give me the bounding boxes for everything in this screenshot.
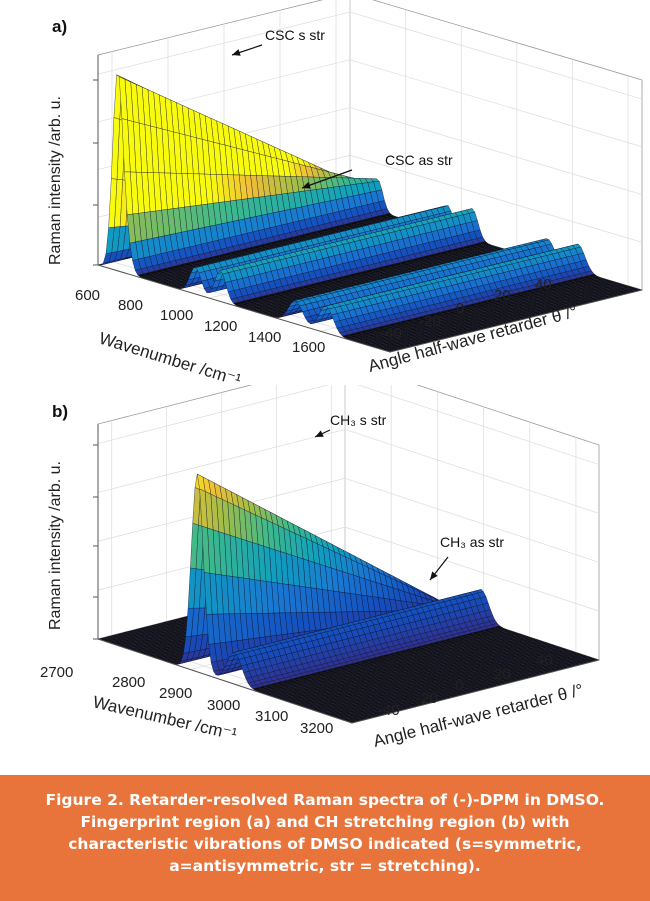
x-tick-label: 1400 xyxy=(248,329,281,346)
grid-line-z-back xyxy=(349,59,643,148)
panel-a: 600 800 1000 1200 1400 1600 -40 -20 0 20 40 Wavenum… xyxy=(0,0,650,385)
panel-label: a) xyxy=(52,17,67,36)
grid-line-z xyxy=(97,11,351,75)
y-tick-label: 20 xyxy=(494,287,511,304)
x-tick-label: 1200 xyxy=(204,318,237,335)
surface xyxy=(97,74,643,353)
y-tick-label: -40 xyxy=(380,325,402,342)
y-tick-label: 40 xyxy=(535,276,552,293)
y-tick-label: -20 xyxy=(419,313,441,330)
z-axis-label: Raman intensity /arb. u. xyxy=(47,96,64,265)
panel-b: 2700 2800 2900 3000 3100 3200 -40 -20 0 20 40 Waven… xyxy=(0,385,650,775)
annotation-label: CSC s str xyxy=(265,27,325,43)
x-tick-label: 800 xyxy=(118,297,143,314)
surface-plot-b: 270028002900300031003200-40-2002040Waven… xyxy=(40,385,601,751)
x-tick-label: 1600 xyxy=(292,339,325,356)
x-axis-label: Wavenumber /cm⁻¹ xyxy=(97,329,244,385)
grid-line-z-back xyxy=(349,154,643,243)
x-tick-label: 600 xyxy=(75,287,100,304)
grid-line-z-back xyxy=(349,11,643,100)
annotation-label: CSC as str xyxy=(385,152,453,168)
surface-plot-a: 600 800 1000 1200 1400 1600 -40 -20 0 20 40 Wavenum… xyxy=(47,0,644,385)
grid-line-z-back xyxy=(349,107,643,195)
y-tick-label: 0 xyxy=(456,300,464,317)
x-tick-label: 1000 xyxy=(160,307,193,324)
